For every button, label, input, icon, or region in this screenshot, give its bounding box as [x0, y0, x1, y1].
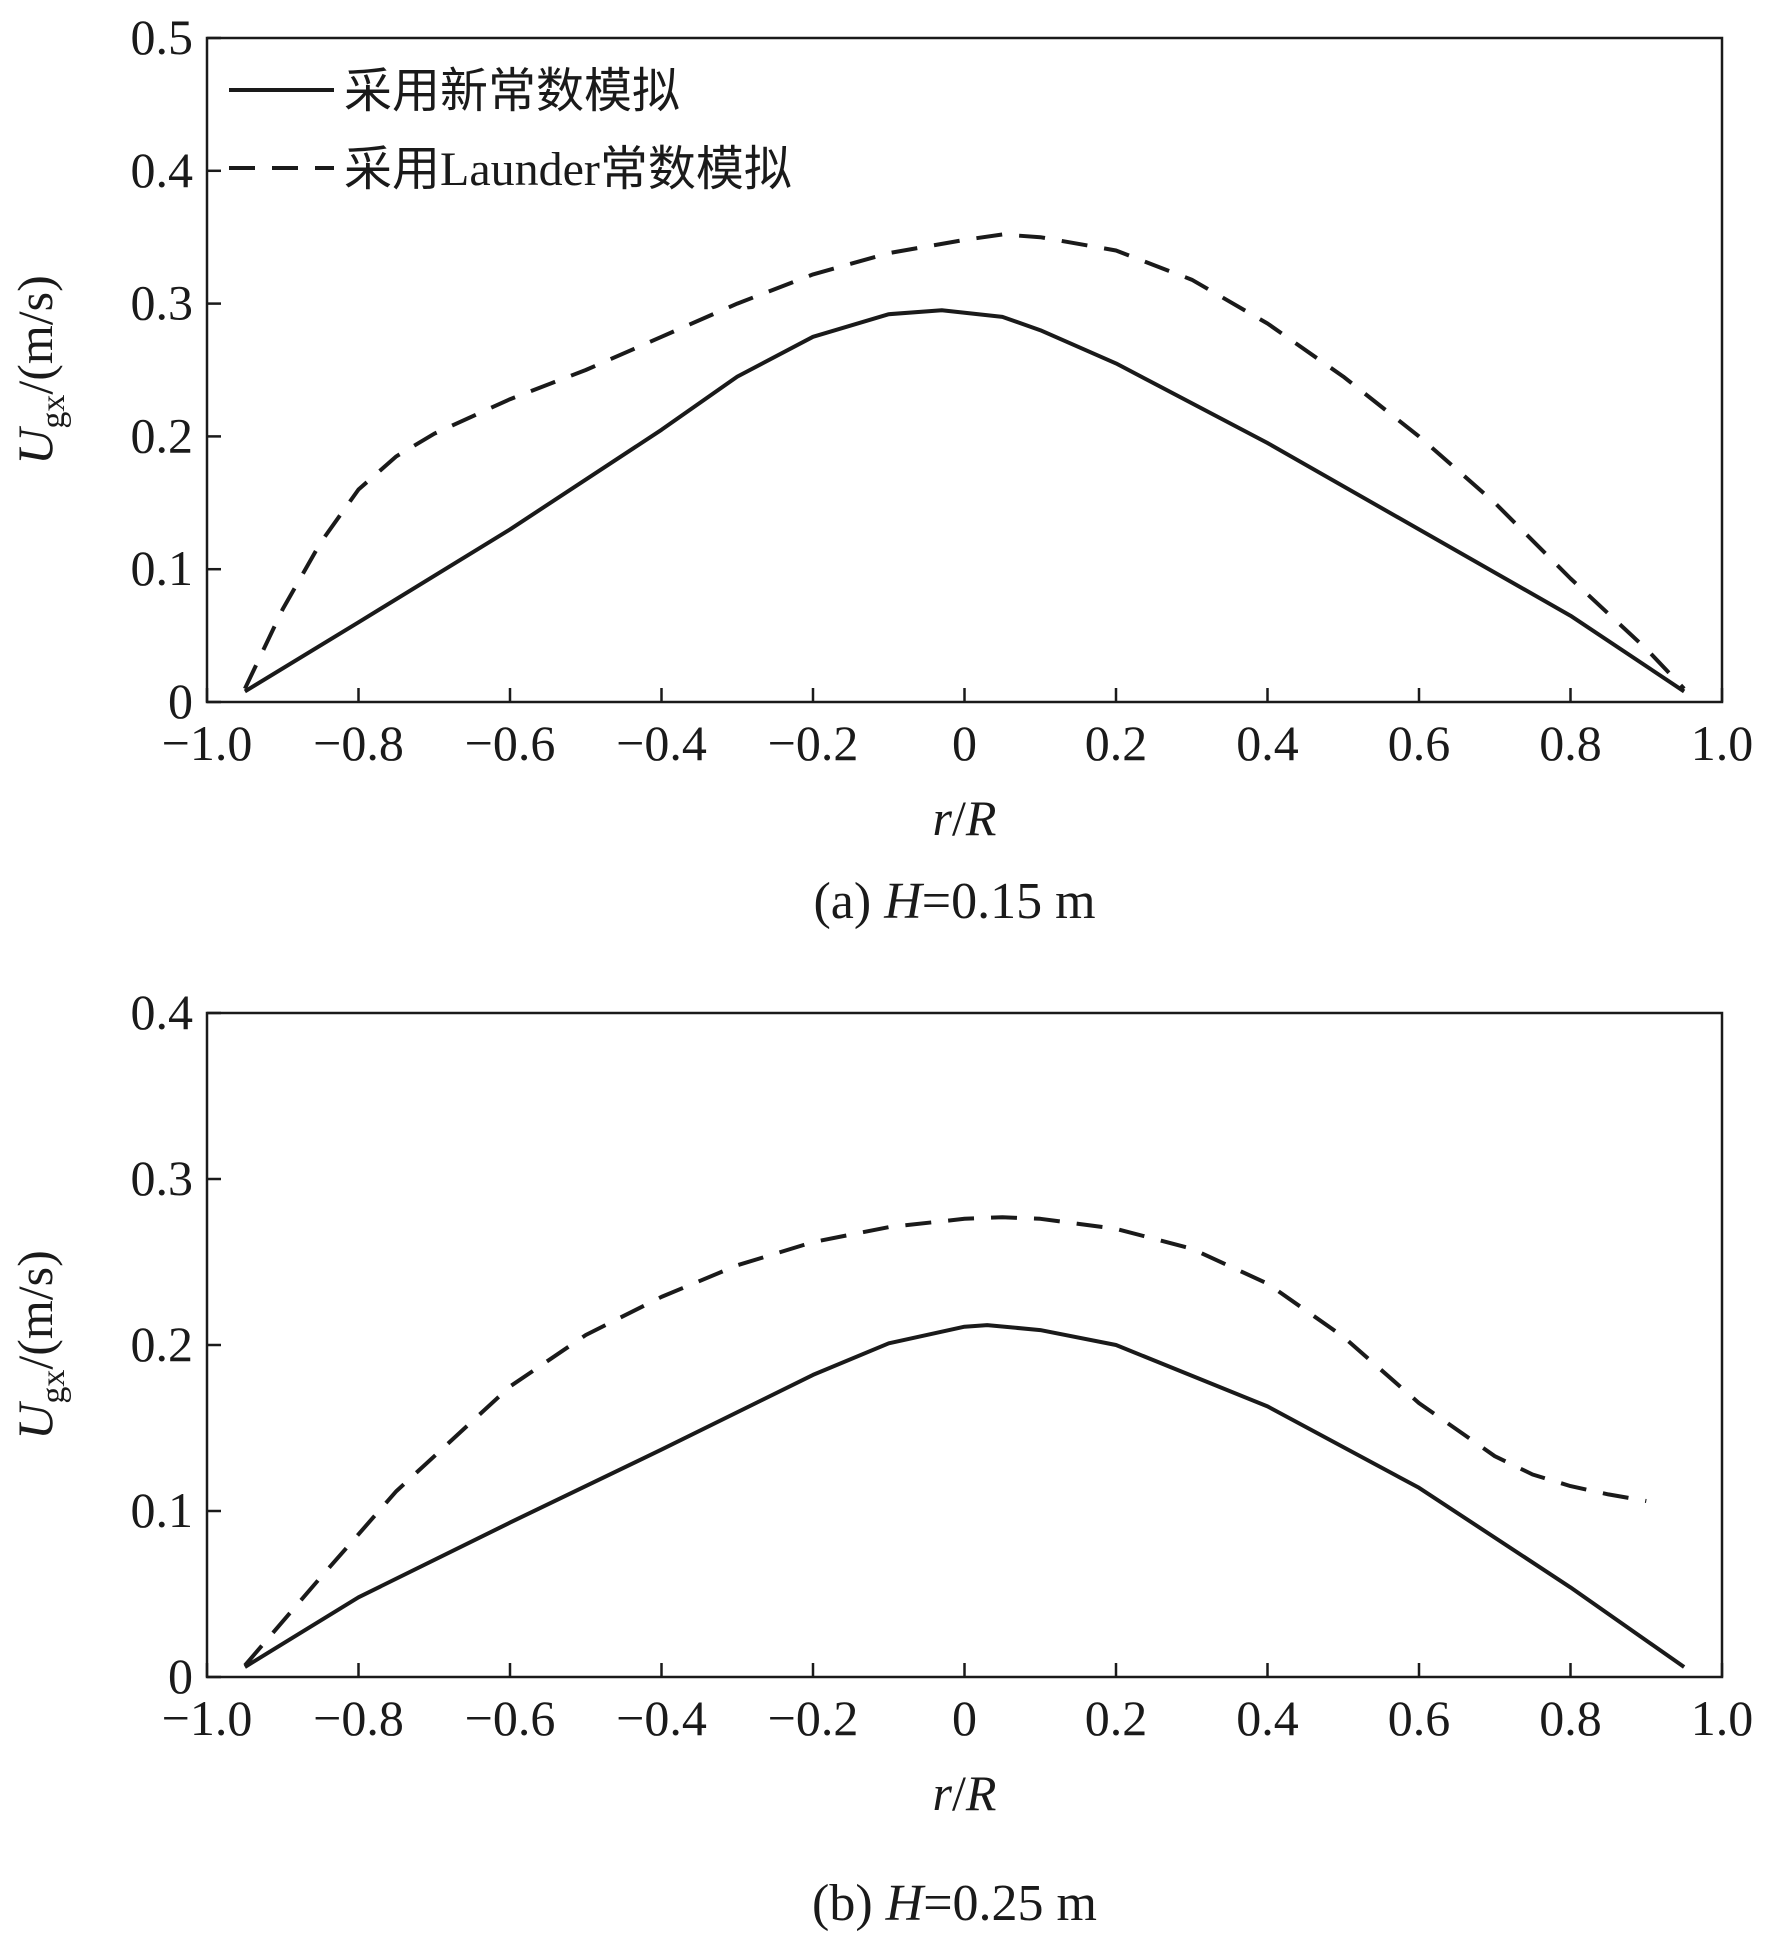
- x-tick-label: 0.6: [1388, 715, 1451, 771]
- y-tick-label: 0.1: [131, 1482, 194, 1538]
- x-tick-label: 0: [952, 1690, 977, 1746]
- y-tick-label: 0.2: [131, 1316, 194, 1372]
- y-axis-label: Ugx/(m/s): [7, 1250, 72, 1440]
- chart-panel-a: −1.0 −0.8 −0.6 −0.4 −0.2 0 0.2 0.4 0.6 0.8 1.0 0 0.1…: [7, 9, 1753, 930]
- legend-label: 采用新常数模拟: [344, 65, 680, 118]
- x-tick-label: −0.8: [313, 715, 404, 771]
- x-tick-label: 0.2: [1085, 1690, 1148, 1746]
- y-axis-label: Ugx/(m/s): [7, 275, 72, 465]
- x-tick-label: 1.0: [1691, 1690, 1754, 1746]
- x-tick-label: −0.4: [616, 715, 707, 771]
- x-tick-label: 0.8: [1539, 1690, 1602, 1746]
- panel-caption: (b) H=0.25 m: [812, 1875, 1097, 1932]
- series-line-new: [243, 1323, 1686, 1669]
- y-tick-label: 0: [168, 1648, 193, 1704]
- y-tick-label: 0.3: [131, 1150, 194, 1206]
- x-tick-label: 1.0: [1691, 715, 1754, 771]
- x-tick-label: 0.4: [1236, 1690, 1299, 1746]
- plot-frame: [205, 1011, 1724, 1679]
- x-tick-label: −1.0: [162, 1690, 253, 1746]
- plot-frame: [205, 36, 1724, 704]
- series-line-launder: [243, 1215, 1647, 1667]
- y-tick-label: 0.4: [131, 142, 194, 198]
- legend-label: 采用Launder常数模拟: [344, 143, 792, 196]
- y-tick-label: 0.4: [131, 984, 194, 1040]
- x-tick-label: 0.8: [1539, 715, 1602, 771]
- x-tick-label: 0.6: [1388, 1690, 1451, 1746]
- x-tick-label: −0.6: [465, 715, 556, 771]
- y-tick-label: 0.3: [131, 275, 194, 331]
- x-axis-label: r/R: [933, 1765, 997, 1821]
- x-tick-label: −0.2: [768, 715, 859, 771]
- series-line-new: [243, 308, 1686, 694]
- x-tick-label: −0.8: [313, 1690, 404, 1746]
- x-tick-label: 0.4: [1236, 715, 1299, 771]
- x-tick-label: −1.0: [162, 715, 253, 771]
- x-tick-label: −0.6: [465, 1690, 556, 1746]
- y-tick-label: 0.5: [131, 9, 194, 65]
- series-line-launder: [243, 232, 1686, 691]
- x-tick-label: −0.4: [616, 1690, 707, 1746]
- x-tick-label: 0: [952, 715, 977, 771]
- panel-caption: (a) H=0.15 m: [813, 873, 1095, 930]
- y-tick-label: 0.1: [131, 540, 194, 596]
- y-tick-label: 0: [168, 673, 193, 729]
- chart-panel-b: −1.0 −0.8 −0.6 −0.4 −0.2 0 0.2 0.4 0.6 0.8 1.0 0 0.1…: [7, 984, 1753, 1932]
- y-tick-label: 0.2: [131, 407, 194, 463]
- x-tick-label: −0.2: [768, 1690, 859, 1746]
- x-tick-label: 0.2: [1085, 715, 1148, 771]
- x-axis-label: r/R: [933, 790, 997, 846]
